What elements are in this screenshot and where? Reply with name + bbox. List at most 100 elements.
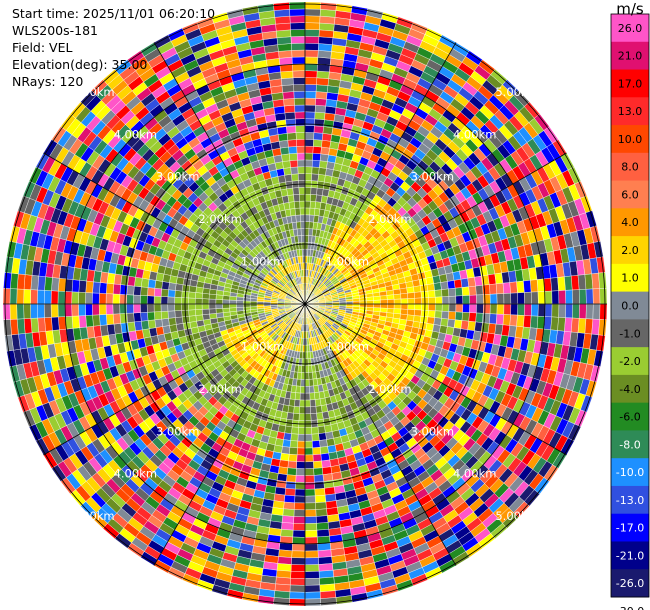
velocity-gate bbox=[295, 482, 306, 490]
velocity-gate bbox=[71, 291, 79, 305]
velocity-gate bbox=[387, 303, 395, 309]
velocity-gate bbox=[314, 105, 326, 114]
velocity-gate bbox=[37, 289, 45, 305]
velocity-gate bbox=[188, 315, 197, 323]
velocity-gate bbox=[297, 440, 306, 449]
velocity-gate bbox=[447, 280, 456, 290]
velocity-gate bbox=[294, 488, 306, 497]
velocity-gate bbox=[414, 291, 422, 299]
velocity-gate bbox=[460, 320, 469, 331]
velocity-gate bbox=[319, 446, 329, 455]
velocity-gate bbox=[92, 292, 100, 305]
velocity-gate bbox=[304, 49, 319, 58]
velocity-gate bbox=[320, 452, 330, 462]
velocity-gate bbox=[195, 309, 203, 316]
velocity-gate bbox=[530, 315, 539, 329]
velocity-gate bbox=[126, 303, 134, 314]
velocity-gate bbox=[474, 321, 483, 333]
velocity-gate bbox=[313, 460, 323, 469]
velocity-gate bbox=[289, 584, 306, 593]
velocity-gate bbox=[282, 439, 291, 448]
velocity-gate bbox=[304, 145, 314, 154]
velocity-gate bbox=[304, 413, 312, 421]
velocity-gate bbox=[469, 294, 477, 305]
velocity-gate bbox=[448, 295, 457, 305]
velocity-gate bbox=[316, 412, 324, 421]
velocity-gate bbox=[393, 308, 402, 315]
velocity-gate bbox=[126, 312, 135, 323]
velocity-gate bbox=[160, 311, 169, 320]
velocity-gate bbox=[571, 275, 580, 291]
velocity-gate bbox=[359, 303, 367, 308]
velocity-gate bbox=[517, 292, 525, 305]
velocity-gate bbox=[304, 584, 321, 593]
velocity-gate bbox=[30, 275, 39, 291]
velocity-gate bbox=[126, 294, 134, 305]
velocity-gate bbox=[304, 468, 315, 476]
velocity-gate bbox=[301, 358, 306, 366]
velocity-gate bbox=[304, 166, 313, 174]
velocity-gate bbox=[304, 598, 321, 607]
velocity-gate bbox=[321, 140, 332, 149]
velocity-gate bbox=[291, 557, 306, 565]
velocity-gate bbox=[304, 104, 316, 113]
velocity-gate bbox=[304, 536, 318, 545]
velocity-gate bbox=[2, 303, 11, 320]
velocity-gate bbox=[427, 310, 436, 318]
velocity-gate bbox=[304, 447, 314, 456]
velocity-gate bbox=[425, 276, 435, 285]
velocity-gate bbox=[119, 294, 127, 305]
velocity-gate bbox=[475, 312, 484, 323]
velocity-gate bbox=[293, 509, 306, 517]
velocity-gate bbox=[312, 454, 322, 462]
velocity-gate bbox=[23, 303, 31, 319]
velocity-gate bbox=[50, 290, 59, 305]
velocity-gate bbox=[448, 288, 456, 297]
velocity-gate bbox=[23, 318, 33, 334]
velocity-gate bbox=[304, 475, 315, 483]
velocity-gate bbox=[160, 288, 169, 297]
velocity-gate bbox=[304, 221, 310, 229]
velocity-gate bbox=[304, 91, 317, 99]
velocity-gate bbox=[304, 77, 318, 85]
velocity-gate bbox=[289, 447, 298, 455]
velocity-gate bbox=[304, 571, 320, 579]
velocity-gate bbox=[304, 43, 319, 51]
velocity-gate bbox=[407, 292, 415, 299]
velocity-gate bbox=[105, 303, 114, 315]
velocity-gate bbox=[313, 474, 324, 483]
velocity-gate bbox=[440, 318, 449, 327]
velocity-gate bbox=[278, 459, 289, 468]
velocity-gate bbox=[188, 297, 196, 305]
velocity-gate bbox=[309, 207, 316, 216]
velocity-gate bbox=[316, 70, 330, 79]
velocity-gate bbox=[516, 280, 525, 294]
velocity-gate bbox=[290, 571, 306, 579]
velocity-gate bbox=[304, 159, 313, 168]
velocity-gate bbox=[304, 564, 320, 572]
velocity-gate bbox=[278, 549, 293, 558]
velocity-gate bbox=[167, 289, 176, 298]
velocity-gate bbox=[133, 312, 142, 323]
velocity-gate bbox=[174, 310, 183, 318]
velocity-gate bbox=[92, 281, 101, 294]
velocity-gate bbox=[309, 399, 316, 407]
velocity-gate bbox=[304, 379, 310, 387]
velocity-gate bbox=[299, 399, 306, 408]
velocity-gate bbox=[202, 293, 210, 300]
velocity-gate bbox=[174, 290, 183, 298]
velocity-gate bbox=[317, 50, 332, 59]
velocity-gate bbox=[296, 447, 306, 456]
velocity-gate bbox=[285, 481, 296, 490]
velocity-gate bbox=[16, 318, 26, 335]
velocity-gate bbox=[460, 277, 469, 288]
velocity-gate bbox=[312, 153, 321, 161]
velocity-gate bbox=[428, 297, 436, 305]
velocity-gate bbox=[291, 543, 306, 552]
velocity-gate bbox=[407, 303, 415, 310]
velocity-gate bbox=[3, 272, 12, 289]
velocity-gate bbox=[127, 321, 136, 333]
velocity-gate bbox=[297, 434, 306, 442]
velocity-gate bbox=[308, 372, 314, 380]
velocity-gate bbox=[435, 303, 443, 312]
